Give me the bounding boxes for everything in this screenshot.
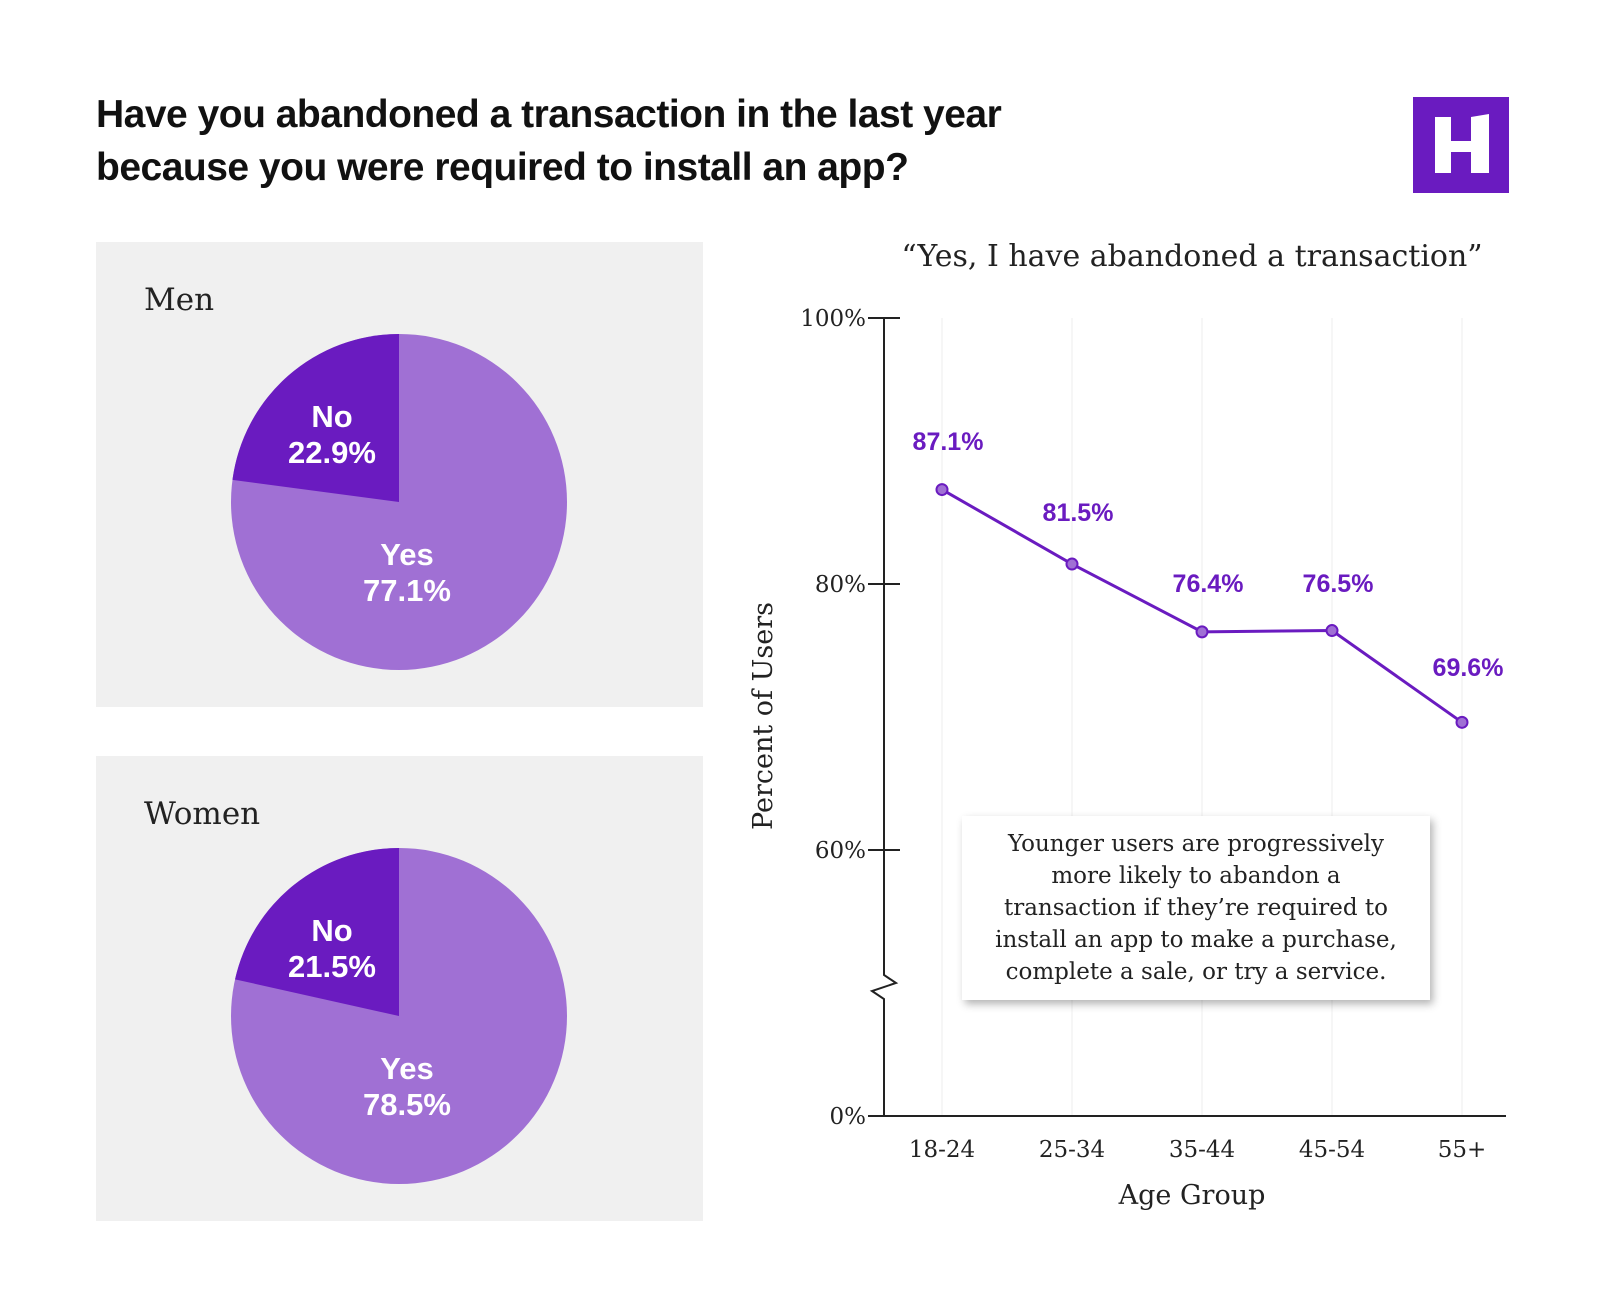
data-label: 76.4% xyxy=(1173,570,1244,598)
data-label: 81.5% xyxy=(1043,499,1114,527)
pie-label-yes: Yes xyxy=(380,1051,433,1086)
x-tick-label: 55+ xyxy=(1438,1137,1487,1163)
annotation-box: Younger users are progressively more lik… xyxy=(962,816,1430,1000)
data-point xyxy=(1455,715,1469,729)
y-axis-label: Percent of Users xyxy=(748,602,779,830)
chart-title: “Yes, I have abandoned a transaction” xyxy=(901,239,1482,274)
pie-title: Men xyxy=(144,282,215,318)
x-tick-label: 25-34 xyxy=(1039,1137,1105,1163)
pie-label-no: No xyxy=(311,913,352,948)
data-label: 87.1% xyxy=(913,428,984,456)
brand-logo xyxy=(1413,97,1509,193)
pie-value-yes: 78.5% xyxy=(363,1087,451,1122)
pie-slice-no xyxy=(235,848,399,1016)
annotation-text: Younger users are progressively more lik… xyxy=(995,831,1397,985)
data-label: 76.5% xyxy=(1303,570,1374,598)
data-point xyxy=(1195,625,1209,639)
x-tick-label: 18-24 xyxy=(909,1137,975,1163)
data-point xyxy=(1325,624,1339,638)
y-tick-label: 60% xyxy=(815,838,866,864)
pie-label-no: No xyxy=(311,399,352,434)
x-tick-label: 35-44 xyxy=(1169,1137,1235,1163)
data-point xyxy=(935,483,949,497)
women-pie-panel: Women No 21.5% Yes 78.5% xyxy=(96,756,703,1221)
data-point xyxy=(1065,557,1079,571)
pie-value-yes: 77.1% xyxy=(363,573,451,608)
page-title: Have you abandoned a transaction in the … xyxy=(96,93,1002,189)
pie-label-yes: Yes xyxy=(380,537,433,572)
pie-value-no: 22.9% xyxy=(288,435,376,470)
logo-h-icon xyxy=(1435,114,1489,173)
y-tick-label: 0% xyxy=(830,1104,867,1130)
data-label: 69.6% xyxy=(1433,654,1504,682)
y-axis xyxy=(869,318,899,1116)
pie-title: Women xyxy=(144,796,261,832)
x-axis-label: Age Group xyxy=(1118,1180,1266,1211)
x-tick-label: 45-54 xyxy=(1299,1137,1365,1163)
men-pie-panel: Men No 22.9% Yes 77.1% xyxy=(96,242,703,707)
y-tick-label: 80% xyxy=(815,572,866,598)
pie-slice-no xyxy=(232,334,399,502)
pie-value-no: 21.5% xyxy=(288,949,376,984)
y-tick-label: 100% xyxy=(800,306,866,332)
